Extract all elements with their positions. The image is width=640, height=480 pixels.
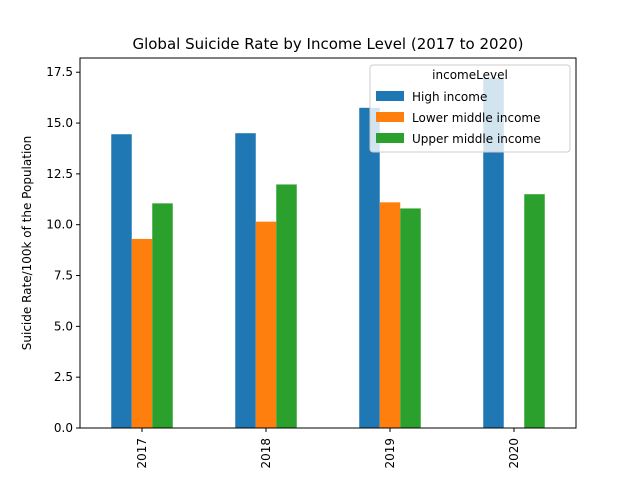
bar-2018-high-income xyxy=(235,133,256,428)
legend-entry-label: High income xyxy=(412,90,487,104)
legend-title: incomeLevel xyxy=(432,68,508,82)
y-tick-label: 2.5 xyxy=(54,370,73,384)
bars-group xyxy=(111,78,545,429)
y-tick-label: 10.0 xyxy=(46,218,73,232)
y-axis: 0.0 2.5 5.0 7.5 10.0 12.5 15.0 17.5 xyxy=(46,65,80,435)
plot-frame xyxy=(79,57,577,429)
legend-swatch xyxy=(376,91,404,101)
bar-2018-upper-middle-income xyxy=(276,184,297,428)
bar-2017-lower-middle-income xyxy=(131,238,153,428)
x-tick-label: 2020 xyxy=(507,438,521,469)
y-tick-label: 12.5 xyxy=(46,167,73,181)
y-tick-label: 5.0 xyxy=(54,319,73,333)
chart-title: Global Suicide Rate by Income Level (201… xyxy=(132,35,523,53)
bar-2020-high-income xyxy=(483,78,504,428)
x-tick-label: 2018 xyxy=(259,438,273,469)
bar-2017-high-income xyxy=(111,134,132,428)
bar-2017-upper-middle-income xyxy=(152,203,173,428)
x-tick-label: 2017 xyxy=(135,438,149,469)
bar-2019-high-income xyxy=(359,107,380,429)
legend-swatch xyxy=(376,112,404,122)
legend-entry-label: Lower middle income xyxy=(412,111,541,125)
legend-entry-label: Upper middle income xyxy=(412,132,541,146)
x-tick-label: 2019 xyxy=(383,438,397,469)
bar-2018-lower-middle-income xyxy=(255,221,277,428)
y-tick-label: 15.0 xyxy=(46,116,73,130)
bar-2019-lower-middle-income xyxy=(379,202,401,428)
bar-2019-upper-middle-income xyxy=(400,208,421,428)
legend-box xyxy=(369,64,571,153)
legend: incomeLevel High income Lower middle incom… xyxy=(369,64,571,153)
bar-2020-upper-middle-income xyxy=(524,194,545,428)
y-tick-label: 7.5 xyxy=(54,269,73,283)
y-tick-label: 0.0 xyxy=(54,421,73,435)
y-axis-label: Suicide Rate/100k of the Population xyxy=(20,136,34,350)
x-axis: 2017 2018 2019 2020 xyxy=(135,428,521,469)
y-tick-label: 17.5 xyxy=(46,65,73,79)
legend-swatch xyxy=(376,133,404,143)
